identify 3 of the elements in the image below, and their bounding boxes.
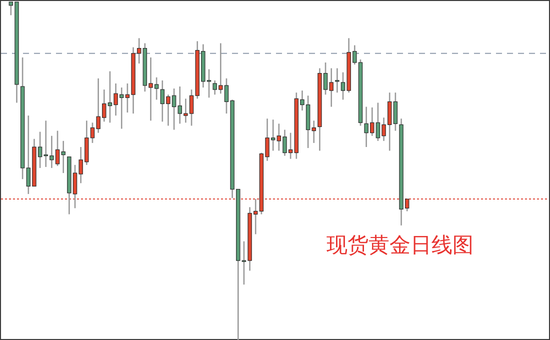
- candlestick: [393, 92, 398, 132]
- text: 现货黄金日线图: [326, 233, 474, 257]
- candlestick: [335, 68, 340, 94]
